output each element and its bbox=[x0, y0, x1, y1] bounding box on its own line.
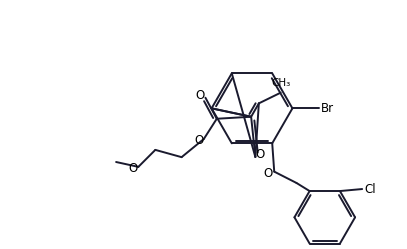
Text: CH₃: CH₃ bbox=[272, 78, 291, 88]
Text: Cl: Cl bbox=[364, 183, 376, 195]
Text: O: O bbox=[196, 89, 205, 102]
Text: O: O bbox=[194, 134, 203, 147]
Text: O: O bbox=[264, 167, 273, 180]
Text: Br: Br bbox=[321, 102, 334, 115]
Text: O: O bbox=[256, 148, 265, 161]
Text: O: O bbox=[129, 162, 138, 175]
